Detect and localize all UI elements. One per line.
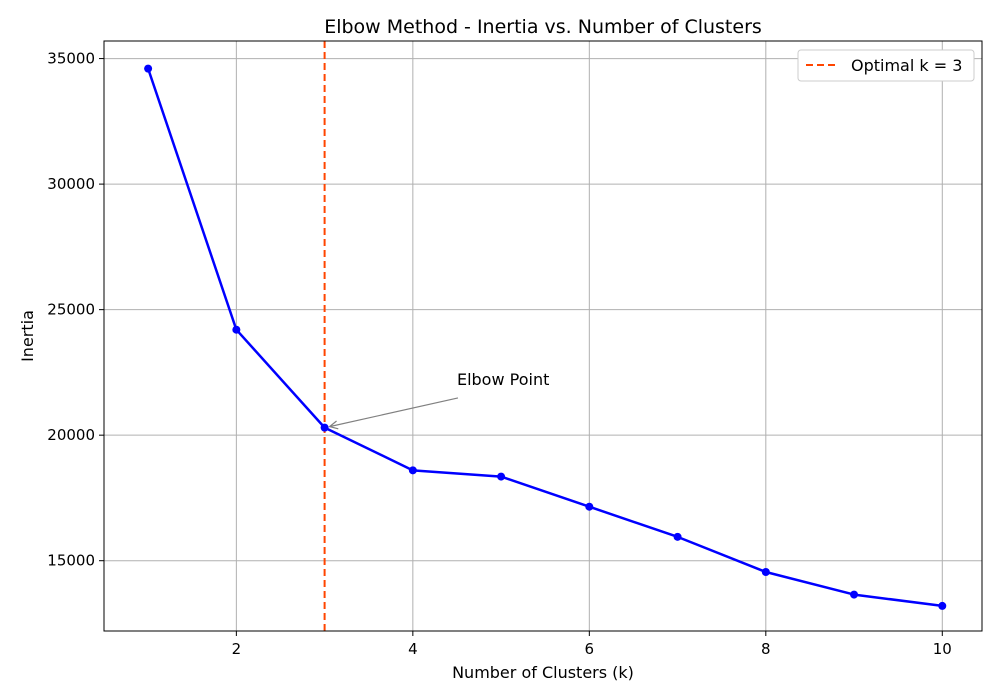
- data-point: [497, 472, 506, 481]
- annotation-layer: Elbow Point: [328, 370, 549, 430]
- x-tick-label: 4: [408, 640, 418, 658]
- x-tick-label: 6: [585, 640, 595, 658]
- data-point: [408, 466, 417, 475]
- x-tick-label: 10: [933, 640, 952, 658]
- data-point: [938, 601, 947, 610]
- data-point: [585, 502, 594, 511]
- y-axis-label: Inertia: [18, 310, 37, 362]
- data-point: [232, 325, 241, 334]
- y-tick-label: 15000: [47, 552, 95, 570]
- annotation-text: Elbow Point: [457, 370, 549, 389]
- data-point: [320, 423, 329, 432]
- y-tick-label: 20000: [47, 426, 95, 444]
- legend: Optimal k = 3: [797, 49, 975, 82]
- data-point: [673, 532, 682, 541]
- tick-layer: 2 4 6 8 10 15000 20000 25000 30000 35000: [47, 50, 952, 658]
- y-tick-label: 25000: [47, 301, 95, 319]
- x-tick-label: 8: [761, 640, 771, 658]
- data-point: [144, 64, 153, 73]
- x-axis-label: Number of Clusters (k): [452, 663, 634, 682]
- y-tick-label: 30000: [47, 175, 95, 193]
- annotation-arrow-line: [329, 397, 459, 428]
- plot-frame: [103, 40, 983, 632]
- annotation-arrow-head: [328, 420, 339, 430]
- data-point: [761, 568, 770, 576]
- chart-title: Elbow Method - Inertia vs. Number of Clu…: [324, 16, 762, 38]
- legend-box: [797, 49, 975, 82]
- legend-entry-label: Optimal k = 3: [851, 56, 962, 75]
- inertia-series-line: [146, 68, 943, 608]
- data-point: [850, 590, 859, 599]
- series-layer: [144, 64, 947, 610]
- y-tick-label: 35000: [47, 50, 95, 68]
- x-tick-label: 2: [232, 640, 242, 658]
